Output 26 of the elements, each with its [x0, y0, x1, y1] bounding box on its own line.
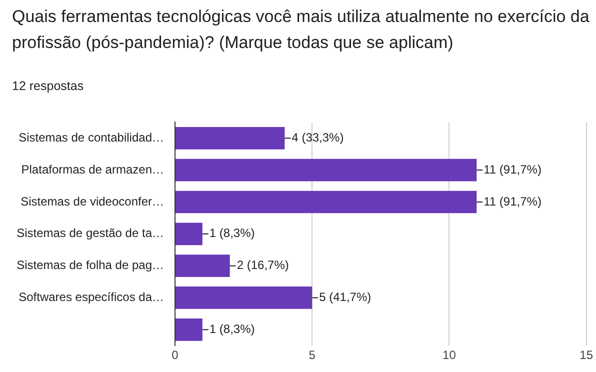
bar — [176, 158, 477, 182]
x-tick-label: 0 — [172, 348, 179, 362]
bar — [176, 126, 285, 150]
data-label: 4 (33,3%) — [292, 130, 344, 144]
y-tick-label: Sistemas de videoconfer… — [20, 194, 164, 208]
data-label: 1 (8,3%) — [209, 226, 255, 240]
bar — [176, 222, 202, 246]
bar — [176, 190, 477, 214]
y-tick-label: Sistemas de gestão de ta… — [16, 226, 164, 240]
y-tick-label: Sistemas de contabilidad… — [18, 130, 164, 144]
data-label: 11 (91,7%) — [484, 162, 542, 176]
data-label: 5 (41,7%) — [319, 290, 372, 304]
bar — [176, 286, 312, 309]
data-label: 1 (8,3%) — [209, 322, 255, 336]
y-tick-label: Sistemas de folha de pag… — [16, 258, 164, 272]
bar — [176, 254, 230, 277]
y-tick-label: Plataformas de armazen… — [21, 162, 164, 176]
data-label: 11 (91,7%) — [484, 194, 542, 208]
y-tick-label: Softwares específicos da… — [18, 290, 164, 304]
x-tick-label: 15 — [580, 348, 594, 362]
x-tick-label: 10 — [442, 348, 456, 362]
data-label: 2 (16,7%) — [236, 258, 289, 272]
chart-title: Quais ferramentas tecnológicas você mais utiliza atualmente no exercício da profissão (pós-pandemia)? (Marque todas que se aplicam) — [12, 6, 590, 54]
x-tick-label: 5 — [308, 348, 316, 362]
bar — [176, 318, 202, 341]
text: 12 respostas — [12, 79, 84, 93]
